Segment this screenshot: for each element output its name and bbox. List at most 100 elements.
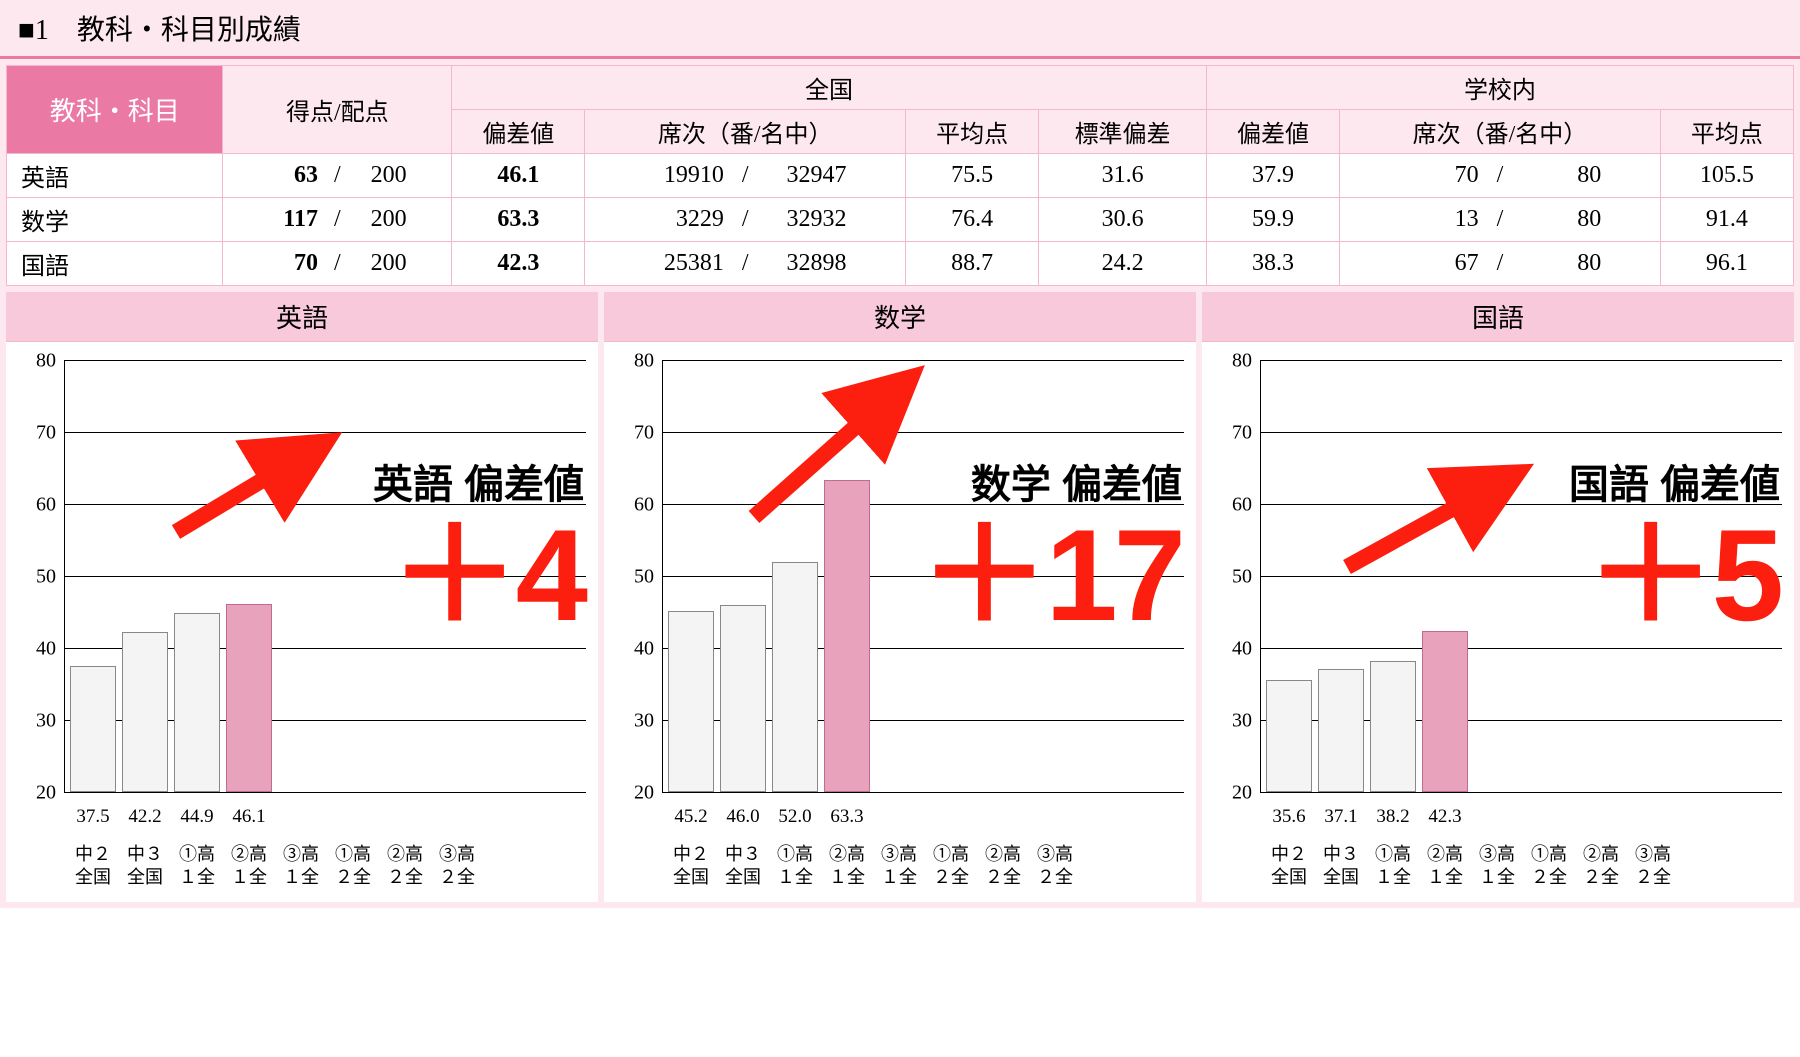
y-tick-label: 50 xyxy=(36,566,56,589)
th-sch-dev: 偏差値 xyxy=(1206,110,1339,154)
bars-container xyxy=(64,360,586,792)
chart-title: 数学 xyxy=(604,292,1196,342)
y-tick-label: 40 xyxy=(36,637,56,660)
th-nat-avg: 平均点 xyxy=(905,110,1038,154)
chart-plot: 20304050607080 xyxy=(1260,360,1782,792)
bar-value xyxy=(382,806,428,828)
bar-value: 63.3 xyxy=(824,806,870,828)
y-tick-label: 30 xyxy=(634,710,654,733)
y-tick-label: 20 xyxy=(634,782,654,805)
section-title: ■1 教科・科目別成績 xyxy=(0,0,1800,59)
bar xyxy=(720,605,766,792)
cell-nat-dev: 46.1 xyxy=(452,154,585,198)
x-tick-label: ③高 １全 xyxy=(1474,843,1520,888)
bar-value xyxy=(1630,806,1676,828)
y-tick-label: 80 xyxy=(634,350,654,373)
cell-nat-avg: 88.7 xyxy=(905,242,1038,286)
y-tick-label: 70 xyxy=(634,421,654,444)
cell-nat-rank: 19910/32947 xyxy=(585,154,906,198)
y-tick-label: 60 xyxy=(1232,493,1252,516)
cell-subject: 英語 xyxy=(7,154,223,198)
bars-container xyxy=(662,360,1184,792)
cell-nat-sd: 31.6 xyxy=(1039,154,1207,198)
th-school: 学校内 xyxy=(1206,66,1793,110)
x-tick-label: ③高 ２全 xyxy=(1630,843,1676,888)
y-tick-label: 50 xyxy=(634,566,654,589)
bar-value: 42.3 xyxy=(1422,806,1468,828)
cell-sch-dev: 37.9 xyxy=(1206,154,1339,198)
grade-table: 教科・科目 得点/配点 全国 学校内 偏差値 席次（番/名中） 平均点 標準偏差… xyxy=(6,65,1794,286)
bar-value: 42.2 xyxy=(122,806,168,828)
cell-score: 63/200 xyxy=(223,154,452,198)
bar xyxy=(668,611,714,792)
bar-highlight xyxy=(824,480,870,792)
grid-line: 20 xyxy=(1260,792,1782,793)
x-labels: 中２ 全国中３ 全国①高 １全②高 １全③高 １全①高 ２全②高 ２全③高 ２全 xyxy=(1260,843,1782,888)
chart-title: 英語 xyxy=(6,292,598,342)
th-nat-rank: 席次（番/名中） xyxy=(585,110,906,154)
charts-row: 英語2030405060708037.542.244.946.1中２ 全国中３ … xyxy=(0,292,1800,908)
y-tick-label: 50 xyxy=(1232,566,1252,589)
bar-value xyxy=(1474,806,1520,828)
y-tick-label: 80 xyxy=(36,350,56,373)
section-title-text: ■1 教科・科目別成績 xyxy=(18,15,301,46)
x-tick-label: ②高 ２全 xyxy=(980,843,1026,888)
x-tick-label: 中３ 全国 xyxy=(720,843,766,888)
x-labels: 中２ 全国中３ 全国①高 １全②高 １全③高 １全①高 ２全②高 ２全③高 ２全 xyxy=(64,843,586,888)
bar xyxy=(70,666,116,792)
cell-subject: 数学 xyxy=(7,198,223,242)
x-tick-label: 中３ 全国 xyxy=(1318,843,1364,888)
chart-plot: 20304050607080 xyxy=(662,360,1184,792)
bar-value: 37.1 xyxy=(1318,806,1364,828)
bar xyxy=(1266,680,1312,792)
cell-score: 70/200 xyxy=(223,242,452,286)
x-tick-label: ①高 １全 xyxy=(174,843,220,888)
table-row: 英語63/20046.119910/3294775.531.637.970/80… xyxy=(7,154,1794,198)
x-tick-label: ②高 １全 xyxy=(226,843,272,888)
th-sch-avg: 平均点 xyxy=(1660,110,1793,154)
cell-sch-dev: 38.3 xyxy=(1206,242,1339,286)
y-tick-label: 20 xyxy=(1232,782,1252,805)
cell-nat-sd: 30.6 xyxy=(1039,198,1207,242)
bar xyxy=(174,613,220,792)
bar xyxy=(1370,661,1416,792)
bar-value-row: 37.5 42.2 44.9 46.1 xyxy=(64,806,586,828)
bar-value xyxy=(1032,806,1078,828)
cell-sch-avg: 105.5 xyxy=(1660,154,1793,198)
y-tick-label: 60 xyxy=(36,493,56,516)
cell-nat-avg: 76.4 xyxy=(905,198,1038,242)
x-tick-label: ②高 ２全 xyxy=(382,843,428,888)
y-tick-label: 20 xyxy=(36,782,56,805)
th-sch-rank: 席次（番/名中） xyxy=(1340,110,1661,154)
bar xyxy=(1318,669,1364,792)
y-tick-label: 30 xyxy=(1232,710,1252,733)
x-tick-label: ③高 ２全 xyxy=(1032,843,1078,888)
bar-highlight xyxy=(226,604,272,792)
chart-title: 国語 xyxy=(1202,292,1794,342)
chart-panel: 数学2030405060708045.246.052.063.3中２ 全国中３ … xyxy=(604,292,1196,902)
bar xyxy=(122,632,168,792)
cell-sch-dev: 59.9 xyxy=(1206,198,1339,242)
cell-nat-dev: 63.3 xyxy=(452,198,585,242)
bar-value-row: 35.637.138.242.3 xyxy=(1260,806,1782,828)
y-tick-label: 60 xyxy=(634,493,654,516)
bar-value xyxy=(928,806,974,828)
bars-container xyxy=(1260,360,1782,792)
bar xyxy=(772,562,818,792)
bar-value: 46.0 xyxy=(720,806,766,828)
chart-body: 20304050607080 37.5 42.2 44.9 46.1 中２ 全国中３ 全国… xyxy=(6,342,598,902)
x-tick-label: ①高 ２全 xyxy=(928,843,974,888)
x-tick-label: ②高 １全 xyxy=(824,843,870,888)
cell-sch-rank: 70/80 xyxy=(1340,154,1661,198)
x-tick-label: ①高 ２全 xyxy=(1526,843,1572,888)
th-nat-dev: 偏差値 xyxy=(452,110,585,154)
th-nat-sd: 標準偏差 xyxy=(1039,110,1207,154)
bar-value: 44.9 xyxy=(174,806,220,828)
cell-nat-dev: 42.3 xyxy=(452,242,585,286)
th-score: 得点/配点 xyxy=(223,66,452,154)
grid-line: 20 xyxy=(662,792,1184,793)
bar-value: 37.5 xyxy=(70,806,116,828)
chart-plot: 20304050607080 xyxy=(64,360,586,792)
bar-value: 46.1 xyxy=(226,806,272,828)
cell-sch-avg: 96.1 xyxy=(1660,242,1793,286)
